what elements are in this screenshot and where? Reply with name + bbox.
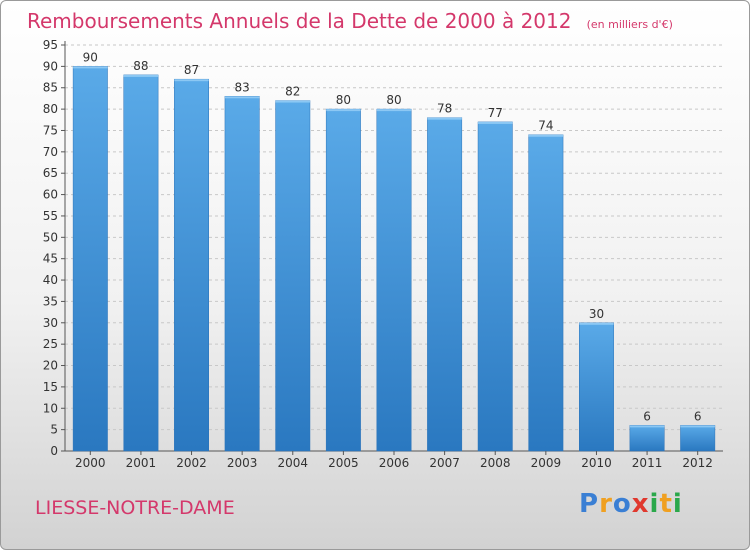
bar-value-label: 82	[285, 85, 300, 99]
x-tick-label: 2000	[75, 456, 106, 470]
y-tick-label: 80	[43, 102, 58, 116]
y-tick-label: 70	[43, 145, 58, 159]
y-tick-label: 65	[43, 166, 58, 180]
bar-value-label: 74	[538, 119, 553, 133]
bar	[123, 74, 159, 452]
title-row: Remboursements Annuels de la Dette de 20…	[27, 9, 673, 33]
y-tick-label: 10	[43, 401, 58, 415]
logo-letter: o	[612, 489, 632, 519]
x-tick-label: 2011	[632, 456, 663, 470]
logo-letter: x	[631, 489, 650, 519]
bar-value-label: 87	[184, 63, 199, 77]
x-tick-label: 2004	[277, 456, 308, 470]
bar-highlight	[224, 96, 260, 99]
x-tick-label: 2008	[480, 456, 511, 470]
logo-letter: i	[649, 489, 660, 519]
bar-highlight	[680, 425, 715, 428]
logo-letter: t	[659, 489, 673, 519]
y-tick-label: 90	[43, 59, 58, 73]
x-tick-label: 2012	[682, 456, 713, 470]
x-tick-label: 2006	[379, 456, 410, 470]
bar-value-label: 80	[386, 93, 401, 107]
bar-highlight	[174, 79, 209, 82]
bar	[680, 425, 716, 452]
x-tick-label: 2010	[581, 456, 612, 470]
bar	[528, 134, 564, 452]
y-tick-label: 35	[43, 294, 58, 308]
bar-value-label: 90	[83, 50, 98, 64]
x-tick-label: 2007	[429, 456, 460, 470]
y-tick-labels: 0 5 10 15 20 25 30 35 40 45 50 55 60 65 70 75 80 85 90 95	[43, 38, 58, 458]
y-tick-label: 30	[43, 316, 58, 330]
bar-value-label: 6	[643, 409, 651, 423]
logo-letter: P	[579, 489, 600, 519]
y-tick-label: 95	[43, 38, 58, 52]
y-tick-label: 85	[43, 81, 58, 95]
bar-value-label: 80	[336, 93, 351, 107]
bar-highlight	[73, 66, 108, 69]
y-tick-label: 45	[43, 252, 58, 266]
bar-value-label: 30	[589, 307, 604, 321]
bar-value-label: 77	[488, 106, 503, 120]
y-tick-label: 5	[50, 423, 58, 437]
y-tick-label: 20	[43, 359, 58, 373]
bar	[427, 117, 463, 452]
bar-highlight	[427, 117, 462, 120]
bar	[224, 96, 260, 452]
x-tick-labels: 2000 2001 2002 2003 2004 2005 2006 2007 2008 2009…	[75, 451, 713, 470]
x-tick-label: 2001	[126, 456, 157, 470]
chart-title: Remboursements Annuels de la Dette de 20…	[27, 9, 572, 33]
bar	[629, 425, 665, 452]
bar-value-label: 78	[437, 102, 452, 116]
bar-highlight	[478, 121, 513, 124]
chart-unit: (en milliers d'€)	[586, 18, 673, 31]
logo-letter: i	[672, 489, 683, 519]
bar-highlight	[275, 100, 310, 103]
y-tick-label: 0	[50, 444, 58, 458]
y-tick-label: 40	[43, 273, 58, 287]
y-tick-label: 60	[43, 188, 58, 202]
y-tick-label: 50	[43, 230, 58, 244]
bar-value-label: 83	[235, 80, 250, 94]
bar-highlight	[629, 425, 665, 428]
bar-highlight	[326, 109, 361, 112]
y-tick-label: 15	[43, 380, 58, 394]
bar	[325, 108, 361, 452]
bar	[275, 100, 311, 452]
logo-letter: r	[599, 489, 613, 519]
bar-value-label: 88	[133, 59, 148, 73]
bar-highlight	[123, 74, 159, 77]
y-tick-label: 55	[43, 209, 58, 223]
bars: 90 88 87 83 82 80 80 78 77 74 30 6 6	[72, 50, 716, 452]
x-tick-label: 2009	[531, 456, 562, 470]
bar-highlight	[579, 322, 614, 325]
bar-highlight	[528, 134, 564, 137]
bar	[579, 322, 614, 452]
commune-name: LIESSE-NOTRE-DAME	[35, 497, 235, 519]
bar	[72, 66, 108, 452]
bar-value-label: 6	[694, 409, 702, 423]
bar	[174, 78, 209, 452]
x-tick-label: 2003	[227, 456, 258, 470]
proxiti-logo: Proxiti	[579, 489, 683, 519]
bar-highlight	[376, 109, 412, 112]
x-tick-label: 2005	[328, 456, 359, 470]
y-tick-label: 25	[43, 337, 58, 351]
bar	[477, 121, 513, 452]
y-tick-label: 75	[43, 123, 58, 137]
bar	[376, 108, 412, 452]
x-tick-label: 2002	[176, 456, 207, 470]
